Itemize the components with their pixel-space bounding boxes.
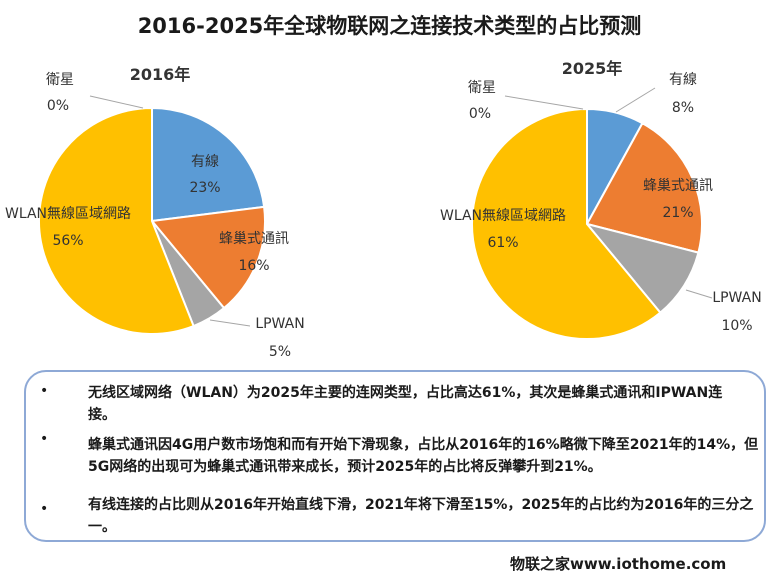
leader-line-0-2 bbox=[209, 319, 251, 327]
slice-value-1-1: 21% bbox=[662, 205, 693, 221]
pie-title-0: 2016年 bbox=[130, 65, 191, 84]
note-2-text: 蜂巢式通讯因4G用户数市场饱和而有开始下滑现象，占比从2016年的16%略微下降… bbox=[88, 437, 759, 475]
slice-value-0-4: 0% bbox=[47, 98, 69, 114]
slice-label-1-0: 有線 bbox=[669, 72, 697, 88]
page-title: 2016-2025年全球物联网之连接技术类型的占比预测 bbox=[137, 14, 642, 38]
pie-title-1: 2025年 bbox=[562, 59, 623, 78]
slice-value-1-0: 8% bbox=[672, 100, 694, 116]
slice-value-0-0: 23% bbox=[189, 180, 220, 196]
leader-line-0-4 bbox=[89, 95, 144, 109]
slice-label-0-3: WLAN無線區域網路 bbox=[5, 206, 131, 222]
slice-label-0-1: 蜂巢式通訊 bbox=[219, 231, 289, 247]
slice-value-0-2: 5% bbox=[269, 344, 291, 360]
pie-slice-1-2 bbox=[584, 222, 700, 315]
footer-watermark: 物联之家www.iothome.com bbox=[510, 555, 727, 573]
slice-label-0-0: 有線 bbox=[191, 154, 219, 170]
slice-value-1-2: 10% bbox=[721, 318, 752, 334]
pie-slice-0-1 bbox=[150, 205, 266, 310]
pie-slice-1-3 bbox=[471, 107, 662, 340]
slice-label-1-3: WLAN無線區域網路 bbox=[440, 208, 566, 224]
note-1-marker: • bbox=[40, 383, 49, 399]
slice-value-1-4: 0% bbox=[469, 106, 491, 122]
pie-charts: 2016年有線23%蜂巢式通訊16%LPWAN5%WLAN無線區域網路56%衛星… bbox=[5, 59, 762, 360]
note-1-text: 无线区域网络（WLAN）为2025年主要的连网类型，占比高达61%，其次是蜂巢式… bbox=[88, 385, 723, 423]
slice-label-1-1: 蜂巢式通訊 bbox=[643, 178, 713, 194]
slice-value-1-3: 61% bbox=[487, 235, 518, 251]
note-3-text: 有线连接的占比则从2016年开始直线下滑，2021年将下滑至15%，2025年的… bbox=[88, 497, 754, 535]
note-3-marker: • bbox=[40, 501, 49, 517]
pie-slice-0-3 bbox=[37, 106, 195, 335]
leader-line-1-2 bbox=[685, 289, 713, 299]
leader-line-1-4 bbox=[504, 95, 584, 110]
slice-label-0-2: LPWAN bbox=[255, 316, 304, 332]
slice-value-0-1: 16% bbox=[238, 258, 269, 274]
note-2-marker: • bbox=[40, 431, 49, 447]
slice-label-1-4: 衛星 bbox=[468, 80, 496, 96]
leader-line-1-0 bbox=[615, 87, 656, 113]
pie-slice-0-0 bbox=[151, 106, 266, 223]
notes-box: • 无线区域网络（WLAN）为2025年主要的连网类型，占比高达61%，其次是蜂… bbox=[24, 370, 766, 542]
pie-slice-1-1 bbox=[585, 121, 703, 254]
slice-label-1-2: LPWAN bbox=[712, 290, 761, 306]
slice-label-0-4: 衛星 bbox=[46, 72, 74, 88]
slice-value-0-3: 56% bbox=[52, 233, 83, 249]
